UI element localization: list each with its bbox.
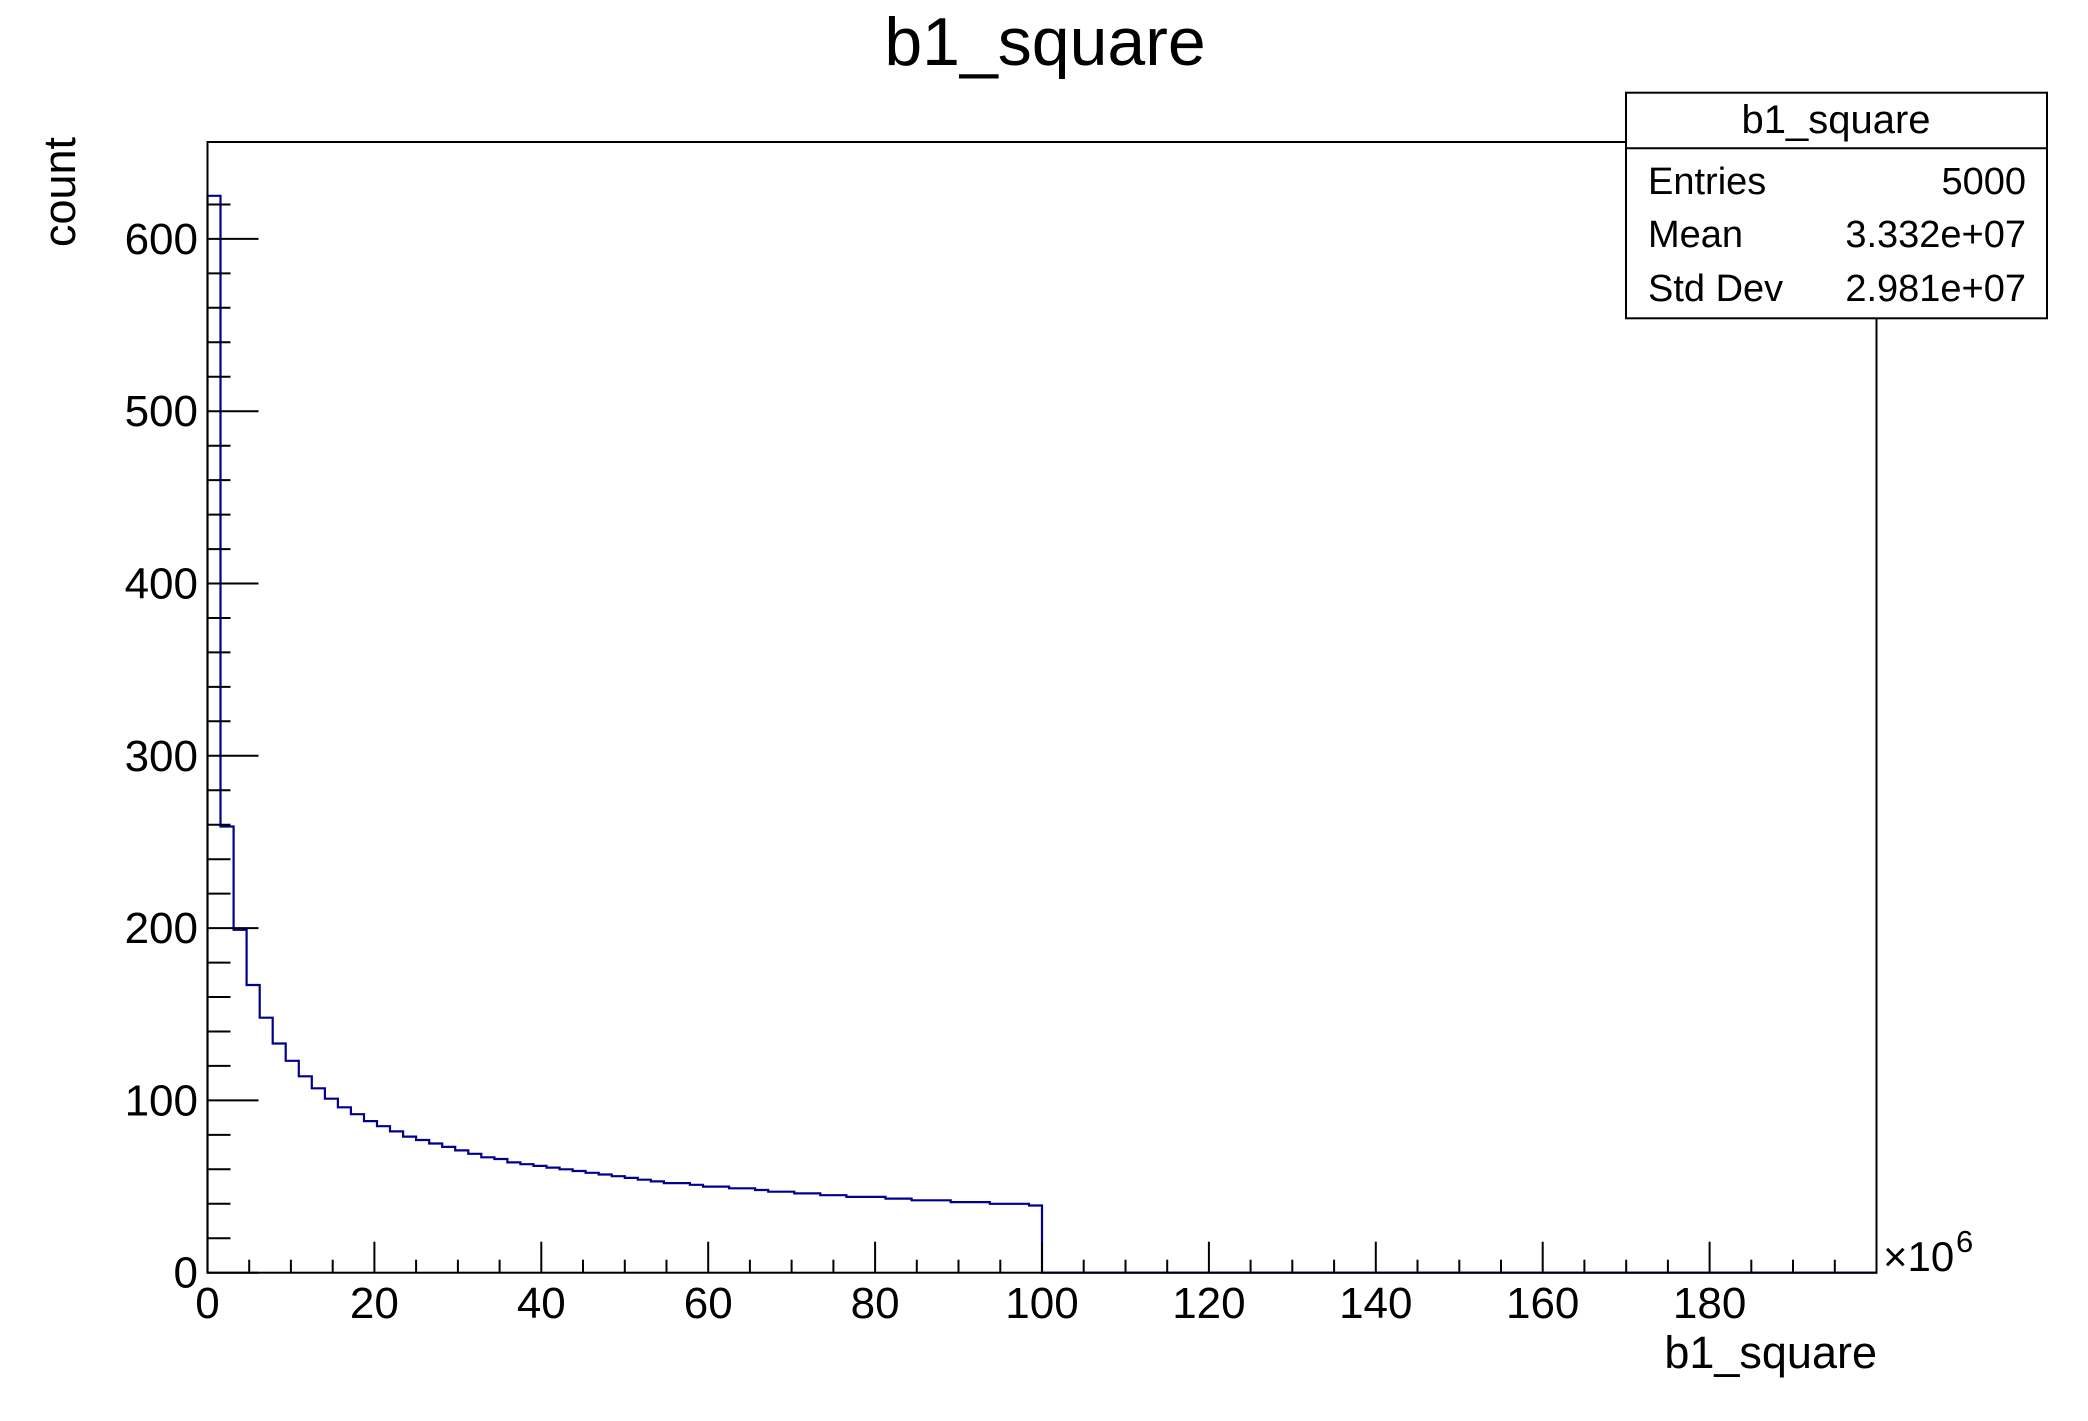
x-axis-title: b1_square xyxy=(1664,1327,1877,1378)
x-tick-label: 180 xyxy=(1673,1279,1746,1328)
y-tick-label: 600 xyxy=(125,215,198,264)
x-tick-label: 160 xyxy=(1506,1279,1579,1328)
y-tick-label: 500 xyxy=(125,387,198,436)
y-axis-ticks xyxy=(207,203,259,1274)
x-axis-tick-labels: 0 20 40 60 80 100 120 140 160 180 xyxy=(195,1279,1746,1328)
x-tick-label: 100 xyxy=(1005,1279,1078,1328)
x-axis-exponent-power: 6 xyxy=(1956,1224,1973,1259)
stats-stddev-label: Std Dev xyxy=(1648,268,1783,310)
y-tick-label: 100 xyxy=(125,1076,198,1125)
histogram-line xyxy=(206,194,1877,1274)
stats-box: b1_square Entries 5000 Mean 3.332e+07 St… xyxy=(1625,91,2048,320)
stats-entries-value: 5000 xyxy=(1941,161,2026,203)
stats-mean-value: 3.332e+07 xyxy=(1845,214,2026,256)
x-tick-label: 0 xyxy=(195,1279,219,1328)
x-tick-label: 60 xyxy=(684,1279,733,1328)
x-tick-label: 20 xyxy=(350,1279,399,1328)
y-tick-label: 400 xyxy=(125,560,198,609)
x-axis-exponent: ×10 xyxy=(1883,1233,1954,1280)
stats-box-title: b1_square xyxy=(1741,98,1930,142)
chart-title: b1_square xyxy=(884,4,1205,80)
stats-entries-label: Entries xyxy=(1648,161,1766,203)
y-axis-tick-labels: 0 100 200 300 400 500 600 xyxy=(125,215,198,1298)
y-axis-title: count xyxy=(34,136,85,247)
y-tick-label: 300 xyxy=(125,732,198,781)
x-tick-label: 140 xyxy=(1339,1279,1412,1328)
x-tick-label: 40 xyxy=(517,1279,566,1328)
x-tick-label: 80 xyxy=(851,1279,900,1328)
stats-mean-label: Mean xyxy=(1648,214,1743,256)
stats-stddev-value: 2.981e+07 xyxy=(1845,268,2026,310)
stats-box-frame xyxy=(1625,91,2048,320)
x-axis-ticks xyxy=(206,1241,1878,1273)
y-tick-label: 0 xyxy=(174,1249,198,1298)
x-tick-label: 120 xyxy=(1172,1279,1245,1328)
y-tick-label: 200 xyxy=(125,904,198,953)
